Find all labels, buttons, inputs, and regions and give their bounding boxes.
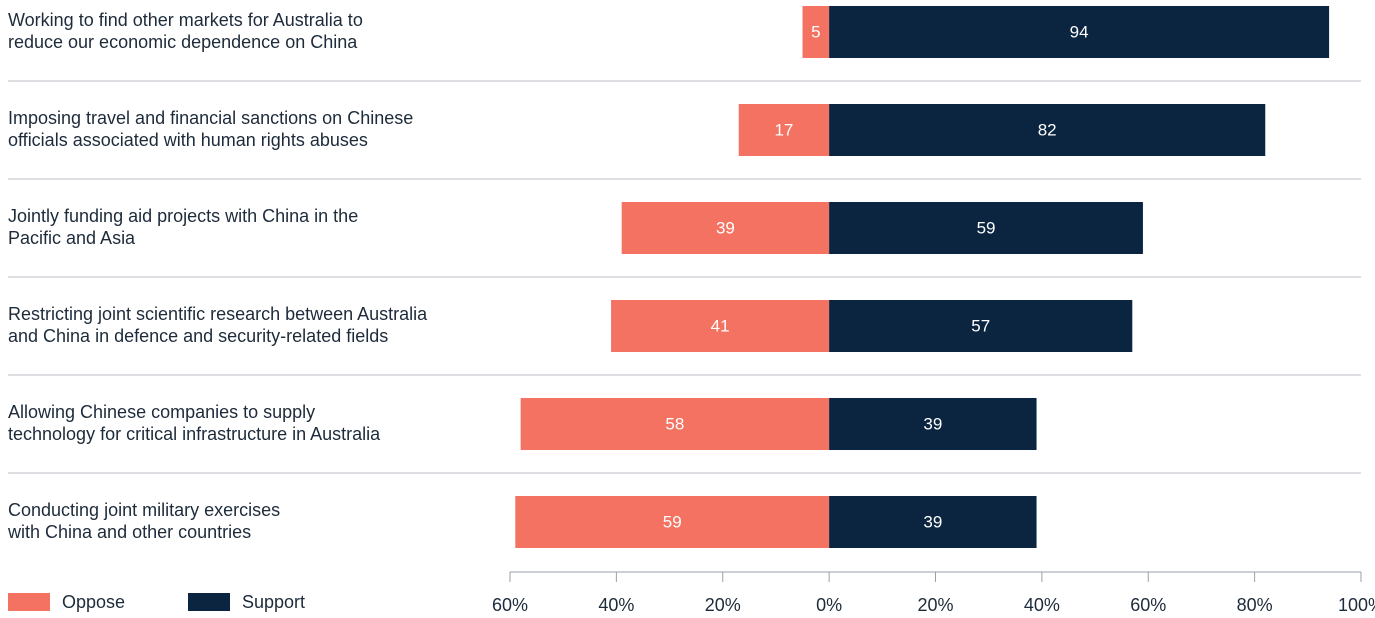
bar [520,398,830,450]
bar [829,202,1143,254]
category-label: Working to find other markets for Austra… [8,10,363,30]
value-label: 94 [1070,22,1089,41]
bar [621,202,830,254]
x-tick-label: 0% [816,595,842,615]
x-tick-label: 60% [492,595,528,615]
x-tick-label: 60% [1130,595,1166,615]
value-label: 57 [971,316,990,335]
x-tick-label: 20% [705,595,741,615]
category-label: reduce our economic dependence on China [8,32,358,52]
bar [738,104,830,156]
legend-label: Support [242,592,305,612]
bar [611,300,830,352]
value-label: 59 [663,512,682,531]
bar [829,496,1037,548]
x-tick-label: 40% [1024,595,1060,615]
value-label: 59 [977,218,996,237]
category-label: Jointly funding aid projects with China … [8,206,358,226]
legend-label: Oppose [62,592,125,612]
category-label: Conducting joint military exercises [8,500,280,520]
value-label: 41 [711,316,730,335]
bar [829,398,1037,450]
category-label: with China and other countries [7,522,251,542]
value-label: 82 [1038,120,1057,139]
x-tick-label: 20% [917,595,953,615]
value-label: 39 [923,414,942,433]
category-label: Allowing Chinese companies to supply [8,402,315,422]
value-label: 17 [774,120,793,139]
value-label: 39 [716,218,735,237]
category-label: Restricting joint scientific research be… [8,304,428,324]
bar [829,6,1330,58]
category-label: Pacific and Asia [8,228,136,248]
category-label: Imposing travel and financial sanctions … [8,108,413,128]
legend-swatch [188,593,230,611]
category-label: officials associated with human rights a… [8,130,368,150]
bar [829,104,1266,156]
x-tick-label: 40% [598,595,634,615]
value-label: 5 [811,22,820,41]
legend-swatch [8,593,50,611]
x-tick-label: 100% [1338,595,1375,615]
category-label: technology for critical infrastructure i… [8,424,381,444]
bar [515,496,830,548]
value-label: 39 [923,512,942,531]
bar [829,300,1133,352]
category-label: and China in defence and security-relate… [8,326,388,346]
x-tick-label: 80% [1237,595,1273,615]
value-label: 58 [665,414,684,433]
bar [802,6,830,58]
